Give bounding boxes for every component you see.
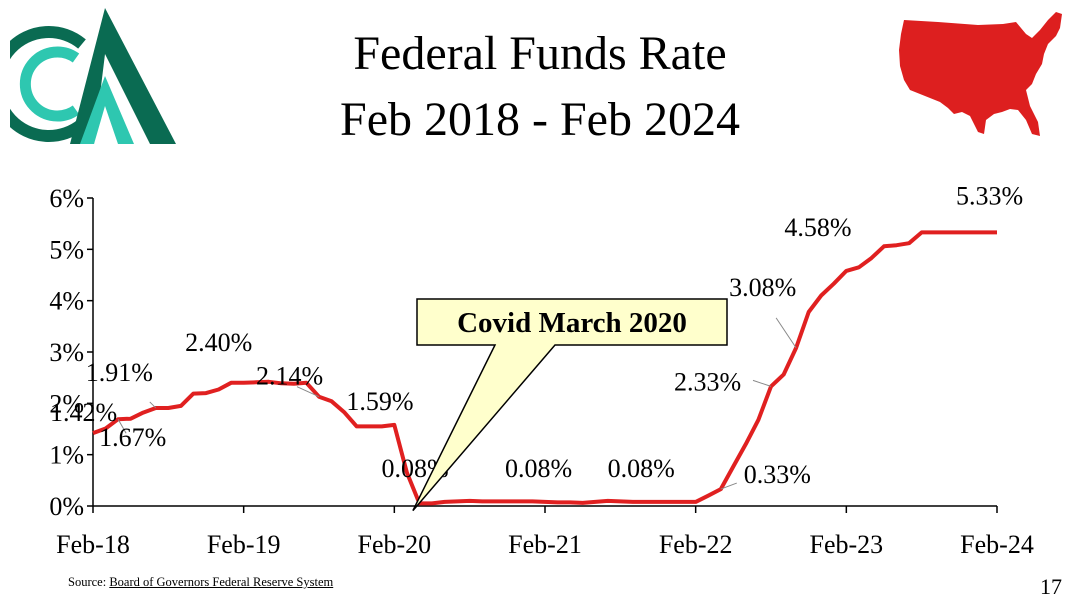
- data-label-leader: [149, 401, 157, 409]
- source-note: Source: Board of Governors Federal Reser…: [68, 575, 333, 590]
- data-label-leader: [752, 379, 772, 387]
- data-label: 1.59%: [346, 387, 413, 416]
- y-tick-label: 1%: [49, 441, 84, 470]
- data-label: 1.67%: [99, 423, 166, 452]
- cm-logo-icon: [10, 8, 176, 144]
- data-label: 0.08%: [505, 454, 572, 483]
- data-label: 1.91%: [86, 358, 153, 387]
- data-label: 2.33%: [674, 367, 741, 396]
- data-label-leader: [775, 317, 797, 349]
- y-tick-label: 5%: [49, 235, 84, 264]
- series-line: [92, 230, 997, 506]
- y-tick-label: 4%: [49, 287, 84, 316]
- data-label: 3.08%: [729, 273, 796, 302]
- y-tick-label: 6%: [49, 184, 84, 213]
- x-tick-label: Feb-18: [56, 530, 130, 559]
- data-label: 5.33%: [956, 181, 1023, 210]
- logo-c-inner: [19, 46, 80, 122]
- x-tick-label: Feb-20: [357, 530, 431, 559]
- x-tick-label: Feb-22: [659, 530, 733, 559]
- callout-text: Covid March 2020: [457, 307, 687, 339]
- source-prefix: Source:: [68, 575, 110, 589]
- data-label: 0.33%: [744, 460, 811, 489]
- data-label-leader: [720, 482, 737, 490]
- data-label: 2.14%: [256, 362, 323, 391]
- logo-peak-light: [80, 76, 134, 144]
- callout-box: [412, 298, 728, 512]
- data-label: 1.42%: [50, 398, 117, 427]
- chart-title-line1: Federal Funds Rate: [353, 27, 727, 80]
- x-tick-label: Feb-24: [960, 530, 1034, 559]
- x-tick-label: Feb-19: [207, 530, 281, 559]
- y-tick-label: 3%: [49, 338, 84, 367]
- chart-title-line2: Feb 2018 - Feb 2024: [340, 93, 740, 146]
- x-tick-label: Feb-23: [809, 530, 883, 559]
- data-label: 4.58%: [784, 213, 851, 242]
- y-tick-label: 2%: [49, 389, 84, 418]
- data-label-leader: [117, 418, 127, 434]
- logo-c-outer: [10, 26, 86, 142]
- page-number: 17: [1040, 574, 1062, 599]
- y-tick-label: 0%: [49, 492, 84, 521]
- usa-map-shape: [899, 12, 1062, 136]
- data-label-leader: [296, 386, 320, 398]
- usa-map-icon: [899, 12, 1062, 136]
- data-label: 0.08%: [608, 454, 675, 483]
- data-label: 2.40%: [185, 328, 252, 357]
- source-link[interactable]: Board of Governors Federal Reserve Syste…: [109, 575, 334, 589]
- x-tick-label: Feb-21: [508, 530, 582, 559]
